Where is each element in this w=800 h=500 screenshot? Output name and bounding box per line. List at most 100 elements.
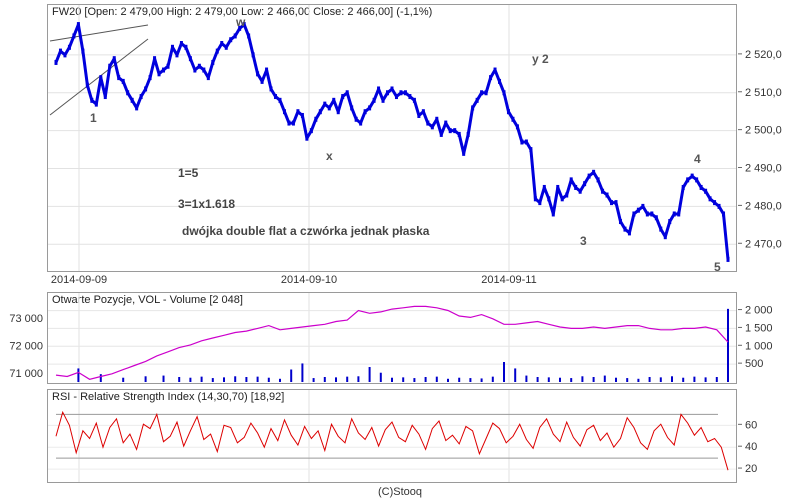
price-bar-mark <box>63 52 67 58</box>
price-bar-mark <box>390 86 394 92</box>
price-bar-mark <box>76 22 80 28</box>
price-bar-mark <box>421 109 425 115</box>
price-bar-mark <box>314 116 318 122</box>
price-bar-mark <box>85 82 89 88</box>
price-bar-mark <box>668 219 672 225</box>
price-bar-mark <box>498 78 502 84</box>
price-bar-mark <box>238 25 242 31</box>
price-chart-title: FW20 [Open: 2 479,00 High: 2 479,00 Low:… <box>52 6 433 18</box>
price-bar-mark <box>686 177 690 183</box>
price-bar-mark <box>722 211 726 217</box>
price-bar-mark <box>394 94 398 100</box>
price-bar-mark <box>565 192 569 198</box>
price-bar-mark <box>162 67 166 73</box>
price-bar-mark <box>359 120 363 126</box>
price-bar-mark <box>377 86 381 92</box>
rsi-chart-panel: RSI - Relative Strength Index (14,30,70)… <box>47 389 737 483</box>
price-bar-mark <box>278 97 282 103</box>
price-bar-mark <box>269 86 273 92</box>
price-bar-mark <box>699 184 703 190</box>
volume-chart-plot <box>48 293 736 383</box>
chart-annotation: x <box>326 149 333 163</box>
price-bar-mark <box>341 94 345 100</box>
price-bar-mark <box>672 211 676 217</box>
price-bar-mark <box>99 75 103 81</box>
price-bar-mark <box>430 124 434 130</box>
open-interest-tick-label: 72 000 <box>9 340 43 352</box>
price-bar-mark <box>475 97 479 103</box>
price-bar-mark <box>224 44 228 50</box>
price-bar-mark <box>533 196 537 202</box>
price-bar-mark <box>157 71 161 77</box>
price-bar-mark <box>444 120 448 126</box>
copyright-footer: (C)Stooq <box>377 486 423 498</box>
volume-axis: 500 1 000 1 500 2 000 <box>738 305 773 370</box>
price-bar-mark <box>323 101 327 107</box>
price-bar-mark <box>399 90 403 96</box>
price-y-axis: 2 470,0 2 480,0 2 490,0 2 500,0 2 510,0 2 520… <box>738 49 782 250</box>
open-interest-axis: 71 000 72 000 73 000 <box>9 313 43 380</box>
price-bar-mark <box>139 94 143 100</box>
price-bar-mark <box>457 131 461 137</box>
price-bar-mark <box>659 226 663 232</box>
price-bar-mark <box>112 56 116 62</box>
price-bar-mark <box>480 90 484 96</box>
price-bar-mark <box>300 112 304 118</box>
price-bar-mark <box>654 215 658 221</box>
price-bar-mark <box>511 116 515 122</box>
price-x-tick-label: 2014-09-10 <box>280 274 338 286</box>
volume-tick-label: 2 000 <box>745 305 773 317</box>
price-x-tick-label: 2014-09-09 <box>50 274 108 286</box>
price-bar-mark <box>618 219 622 225</box>
price-bar-mark <box>556 184 560 190</box>
price-y-tick-label: 2 470,0 <box>745 238 782 250</box>
price-bar-mark <box>610 200 614 206</box>
price-bar-mark <box>94 101 98 107</box>
price-bar-mark <box>578 188 582 194</box>
price-bar-mark <box>426 120 430 126</box>
price-bar-mark <box>103 94 107 100</box>
price-x-axis: 2014-09-09 2014-09-10 2014-09-11 <box>0 274 800 290</box>
price-bar-mark <box>489 75 493 81</box>
price-bar-mark <box>108 63 112 69</box>
price-bar-mark <box>206 75 210 81</box>
price-bar-mark <box>247 33 251 39</box>
chart-annotation: 5 <box>714 260 721 271</box>
price-bar-mark <box>547 196 551 202</box>
chart-annotation: 3 <box>580 234 587 248</box>
price-bar-mark <box>592 169 596 175</box>
price-bar-mark <box>583 181 587 187</box>
volume-tick-label: 1 500 <box>745 322 773 334</box>
price-bar-mark <box>663 234 667 240</box>
price-bar-mark <box>336 109 340 115</box>
rsi-chart-plot <box>48 390 736 482</box>
price-bar-mark <box>202 67 206 73</box>
price-bar-mark <box>90 97 94 103</box>
price-bar-mark <box>211 59 215 65</box>
rsi-chart-title: RSI - Relative Strength Index (14,30,70)… <box>52 391 285 403</box>
price-bar-mark <box>542 184 546 190</box>
price-bar-mark <box>282 109 286 115</box>
price-bar-mark <box>636 207 640 213</box>
price-bar-mark <box>726 256 730 262</box>
price-bar-mark <box>81 48 85 54</box>
trendline <box>49 38 149 116</box>
price-bar-mark <box>462 150 466 156</box>
price-bar-mark <box>327 105 331 111</box>
price-bar-mark <box>587 173 591 179</box>
price-bar-mark <box>287 120 291 126</box>
price-bar-mark <box>645 211 649 217</box>
chart-annotation: 1=5 <box>178 166 199 180</box>
price-bar-mark <box>435 116 439 122</box>
price-bar-mark <box>197 63 201 69</box>
price-bar-mark <box>350 105 354 111</box>
chart-annotation: dwójka double flat a czwórka jednak płas… <box>182 224 430 238</box>
price-bar-mark <box>220 41 224 47</box>
volume-tick-label: 1 000 <box>745 340 773 352</box>
price-bar-mark <box>708 196 712 202</box>
price-bar-mark <box>184 44 188 50</box>
chart-annotation: 3=1x1.618 <box>178 197 235 211</box>
price-bar-mark <box>484 90 488 96</box>
price-bar-mark <box>130 97 134 103</box>
price-bar-mark <box>148 75 152 81</box>
